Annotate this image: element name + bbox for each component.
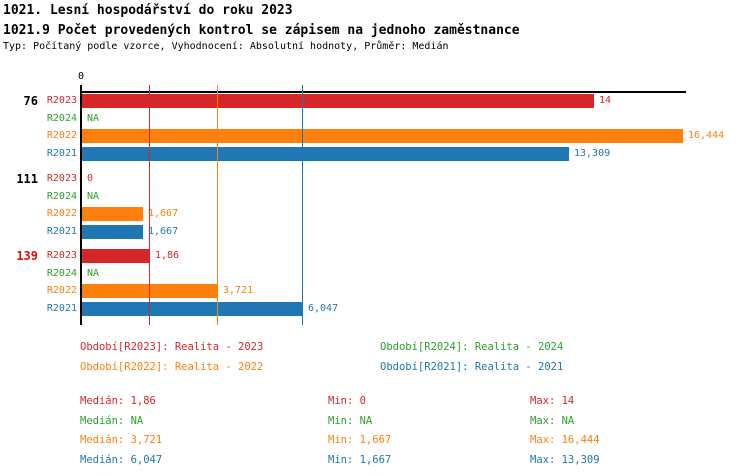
x-axis-line [81,91,686,93]
page-subtitle: 1021.9 Počet provedených kontrol se zápi… [3,23,520,38]
bar-r2023 [82,249,150,263]
stat-min-r2023: Min: 0 [328,395,366,407]
bar-row-label-r2023: R2023 [46,173,77,184]
y-axis-line [80,85,82,325]
bar-value-label-r2022: 16,444 [688,130,725,141]
bar-value-label-r2023: 1,86 [155,250,180,261]
bar-value-label-r2021: 13,309 [574,148,611,159]
bar-value-label-r2024: NA [87,268,100,279]
bar-value-label-r2022: 1,667 [148,208,179,219]
x-axis-zero-tick-label: 0 [77,71,85,82]
bar-row-label-r2024: R2024 [46,191,77,202]
bar-r2021 [82,147,569,161]
legend-item-r2022: Období[R2022]: Realita - 2022 [80,361,264,373]
stat-min-r2022: Min: 1,667 [328,434,392,446]
bar-r2022 [82,284,218,298]
stat-max-r2023: Max: 14 [530,395,575,407]
bar-row-label-r2023: R2023 [46,95,77,106]
group-label-111: 111 [16,172,38,186]
group-label-76: 76 [23,94,38,108]
page-title: 1021. Lesní hospodářství do roku 2023 [3,3,293,18]
bar-value-label-r2021: 6,047 [308,303,339,314]
stat-median-r2021: Medián: 6,047 [80,454,163,466]
bar-r2022 [82,207,143,221]
bar-row-label-r2024: R2024 [46,113,77,124]
bar-row-label-r2022: R2022 [46,285,77,296]
bar-value-label-r2022: 3,721 [223,285,254,296]
bar-value-label-r2024: NA [87,113,100,124]
bar-row-label-r2021: R2021 [46,226,77,237]
legend-item-r2023: Období[R2023]: Realita - 2023 [80,341,264,353]
bar-row-label-r2021: R2021 [46,148,77,159]
bar-r2021 [82,225,143,239]
legend-item-r2021: Období[R2021]: Realita - 2021 [380,361,564,373]
stat-max-r2024: Max: NA [530,415,575,427]
group-label-139: 139 [16,249,38,263]
bar-row-label-r2022: R2022 [46,208,77,219]
bar-r2021 [82,302,303,316]
bar-r2023 [82,94,594,108]
stat-median-r2022: Medián: 3,721 [80,434,163,446]
stat-min-r2021: Min: 1,667 [328,454,392,466]
chart-meta-line: Typ: Počítaný podle vzorce, Vyhodnocení:… [3,41,449,52]
stat-max-r2022: Max: 16,444 [530,434,600,446]
bar-value-label-r2024: NA [87,191,100,202]
bar-value-label-r2023: 0 [87,173,94,184]
bar-row-label-r2021: R2021 [46,303,77,314]
bar-value-label-r2021: 1,667 [148,226,179,237]
stat-median-r2024: Medián: NA [80,415,144,427]
bar-value-label-r2023: 14 [599,95,612,106]
median-line-r2022 [217,85,218,325]
bar-r2022 [82,129,683,143]
median-line-r2021 [302,85,303,325]
median-line-r2023 [149,85,150,325]
bar-row-label-r2023: R2023 [46,250,77,261]
bar-row-label-r2024: R2024 [46,268,77,279]
stat-max-r2021: Max: 13,309 [530,454,600,466]
stat-min-r2024: Min: NA [328,415,373,427]
bar-row-label-r2022: R2022 [46,130,77,141]
stat-median-r2023: Medián: 1,86 [80,395,156,407]
legend-item-r2024: Období[R2024]: Realita - 2024 [380,341,564,353]
